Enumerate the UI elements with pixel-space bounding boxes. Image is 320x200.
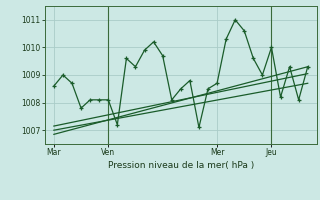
X-axis label: Pression niveau de la mer( hPa ): Pression niveau de la mer( hPa ) [108, 161, 254, 170]
